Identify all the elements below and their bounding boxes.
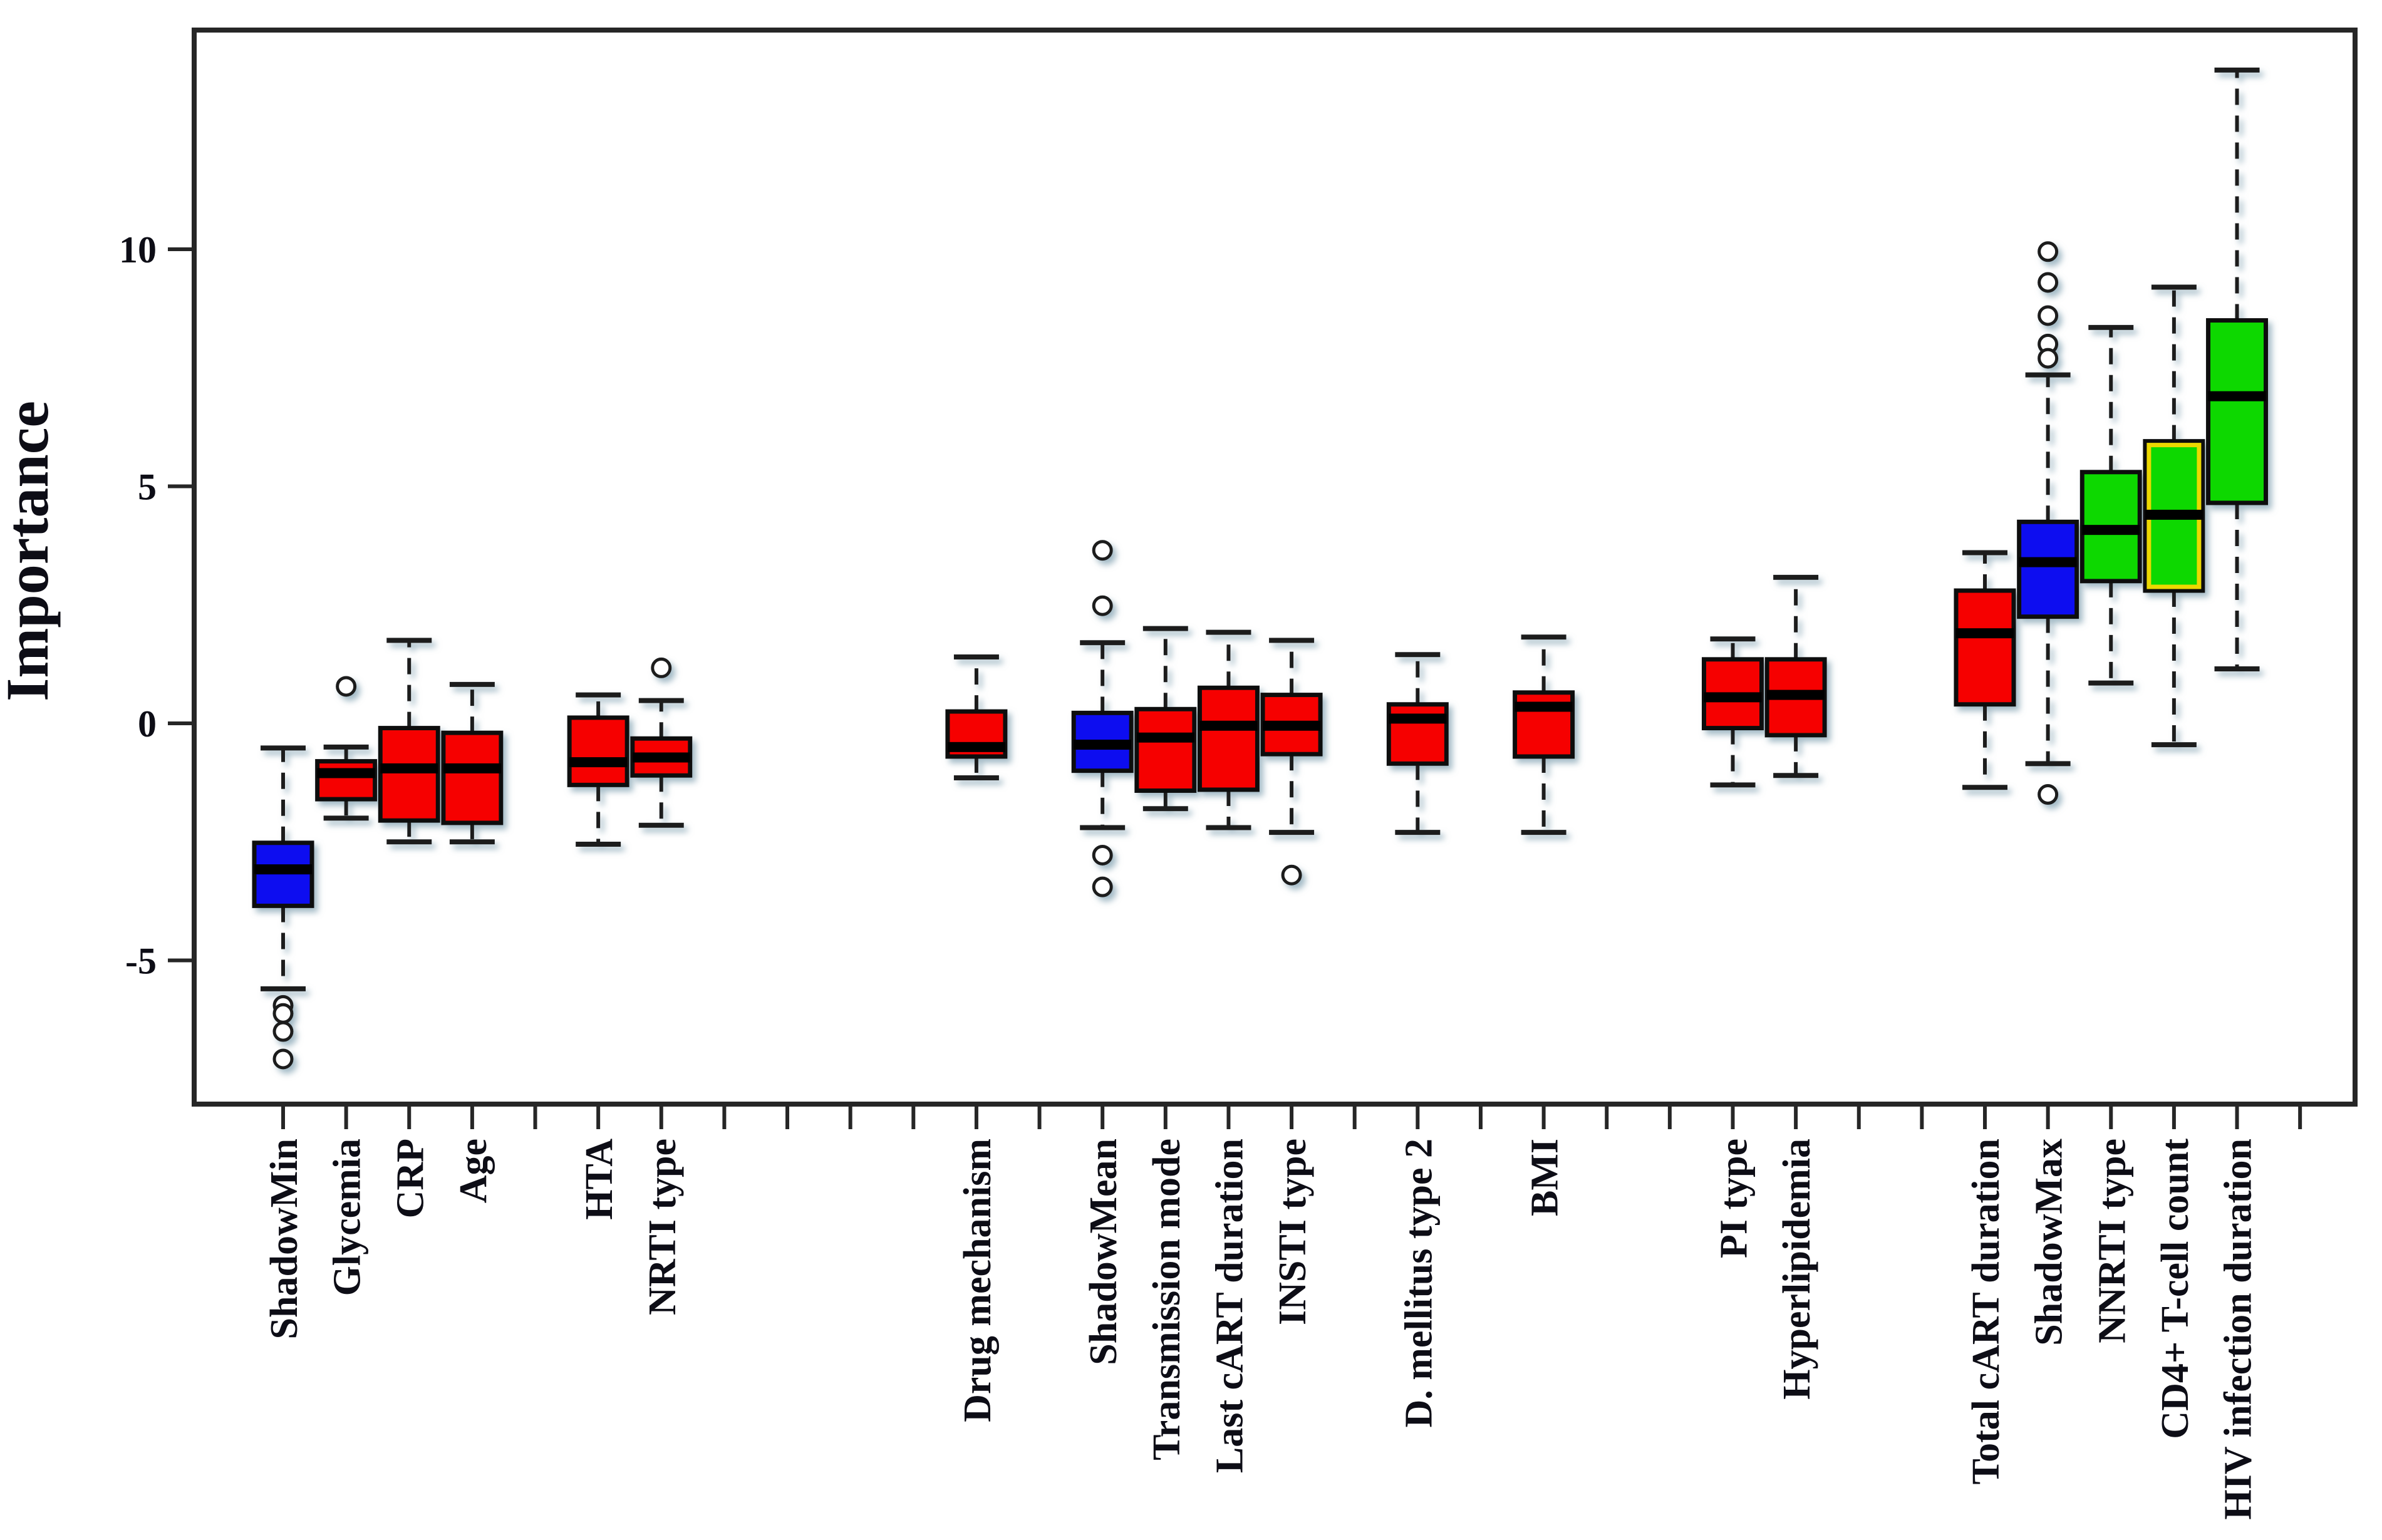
x-label-cd4-t-cell-count: CD4+ T-cell count: [2154, 1139, 2197, 1439]
boxplot-pi-type: [1701, 636, 1764, 788]
median-bar: [632, 752, 690, 763]
x-label-crp: CRP: [389, 1139, 432, 1218]
x-label-drug-mechanism: Drug mechanism: [956, 1139, 999, 1422]
median-bar: [569, 757, 628, 768]
x-label-bmi: BMI: [1524, 1139, 1566, 1216]
iqr-box: [2206, 318, 2269, 505]
median-bar: [2208, 391, 2266, 401]
y-tick-label: -5: [125, 941, 157, 982]
median-bar: [1515, 701, 1573, 712]
boxplot-hta: [567, 692, 629, 847]
boxplot-glycemia: [315, 676, 378, 821]
x-label-insti-type: INSTI type: [1271, 1139, 1314, 1325]
outlier-point: [272, 1021, 294, 1042]
median-bar: [443, 763, 501, 773]
median-bar: [254, 864, 312, 875]
median-bar: [947, 742, 1005, 752]
x-label-shadowmin: ShadowMin: [263, 1139, 306, 1339]
median-bar: [1263, 720, 1321, 731]
y-tick-label: 10: [119, 229, 157, 271]
outlier-point: [1092, 595, 1113, 616]
y-tick-label: 5: [138, 467, 157, 508]
outlier-point: [2038, 348, 2059, 369]
x-label-transmission-mode: Transmission mode: [1146, 1139, 1188, 1460]
x-label-d-mellitus-type-2: D. mellitus type 2: [1397, 1139, 1440, 1428]
iqr-box: [378, 726, 440, 823]
x-label-pi-type: PI type: [1712, 1139, 1755, 1258]
x-label-nnrti-type: NNRTI type: [2091, 1139, 2133, 1343]
median-bar: [2019, 557, 2077, 567]
x-label-shadowmean: ShadowMean: [1082, 1139, 1125, 1365]
outlier-point: [1092, 876, 1113, 897]
outlier-point: [2038, 272, 2059, 293]
x-label-hyperlipidemia: Hyperlipidemia: [1776, 1139, 1818, 1400]
x-label-shadowmax: ShadowMax: [2028, 1139, 2071, 1346]
median-bar: [1136, 732, 1194, 743]
median-bar: [1767, 690, 1825, 700]
median-bar: [1704, 692, 1762, 703]
iqr-box: [441, 730, 504, 825]
x-label-total-cart-duration: Total cART duration: [1965, 1139, 2007, 1485]
boxplot-drug-mechanism: [945, 654, 1008, 781]
outlier-point: [336, 676, 357, 697]
iqr-box: [315, 759, 378, 802]
boxplot-nnrti-type: [2079, 324, 2142, 686]
y-axis-title: Importance: [0, 401, 61, 701]
median-bar: [1389, 713, 1447, 724]
boxplot-shadowmin: [252, 745, 314, 1070]
x-label-glycemia: Glycemia: [326, 1139, 369, 1296]
iqr-box: [1197, 685, 1260, 792]
outlier-point: [651, 657, 672, 678]
outlier-point: [1092, 844, 1113, 866]
boxplot-transmission-mode: [1134, 626, 1197, 812]
boxplot-hiv-infection-duration: [2206, 67, 2269, 671]
outlier-point: [1281, 864, 1302, 886]
median-bar: [2145, 509, 2203, 520]
median-bar: [1956, 628, 2014, 639]
boxplot-last-cart-duration: [1197, 629, 1260, 830]
x-label-last-cart-duration: Last cART duration: [1208, 1139, 1251, 1473]
boxplot-age: [441, 681, 504, 845]
median-bar: [1199, 720, 1258, 731]
x-label-nrti-type: NRTI type: [641, 1139, 684, 1315]
x-label-hiv-infection-duration: HIV infection duration: [2217, 1139, 2260, 1520]
plot-border: [192, 28, 2358, 1107]
iqr-box: [2017, 519, 2079, 619]
x-label-hta: HTA: [578, 1139, 621, 1220]
x-label-age: Age: [452, 1139, 495, 1203]
boxplot-shadowmean: [1071, 540, 1134, 897]
y-tick-label: 0: [138, 703, 157, 745]
boxplot-cd4-t-cell-count: [2143, 284, 2205, 748]
iqr-box: [1134, 706, 1197, 793]
boxplot-nrti-type: [630, 657, 693, 828]
boxplot-shadowmax: [2017, 241, 2079, 805]
iqr-box: [1954, 588, 2016, 707]
outlier-point: [272, 1003, 294, 1024]
boxplot-hyperlipidemia: [1764, 574, 1827, 778]
median-bar: [2082, 525, 2140, 535]
median-bar: [1074, 740, 1132, 750]
iqr-box: [1386, 702, 1449, 766]
boxplot-insti-type: [1260, 638, 1323, 886]
outlier-point: [272, 1048, 294, 1070]
outlier-point: [1092, 540, 1113, 561]
median-bar: [380, 763, 438, 773]
boxplot-d-mellitus-type-2: [1386, 652, 1449, 835]
outlier-point: [2038, 305, 2059, 326]
boxplot-total-cart-duration: [1954, 550, 2016, 790]
outlier-point: [2038, 241, 2059, 262]
iqr-box: [567, 715, 629, 787]
boxplot-bmi: [1513, 634, 1575, 835]
outlier-point: [2038, 784, 2059, 805]
median-bar: [317, 768, 375, 778]
boxplot-crp: [378, 638, 440, 845]
